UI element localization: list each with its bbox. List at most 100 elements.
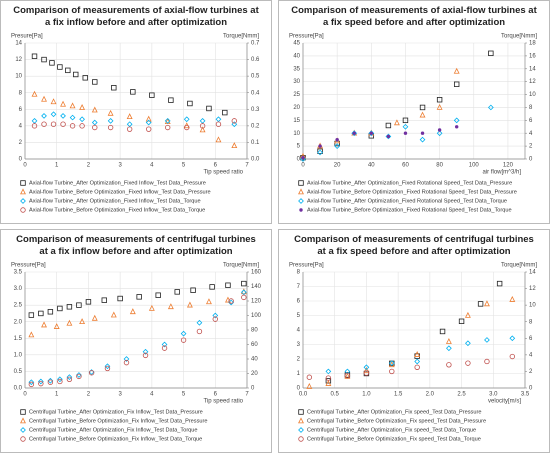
data-point [483,300,490,307]
legend-label: Axial-flow Turbine_Before Optimization_F… [29,207,205,213]
y2-tick-label: 10 [529,92,536,98]
data-point [57,376,63,383]
legend-marker [20,207,26,213]
legend-label: Axial-flow Turbine_After Optimization_Fi… [29,198,201,204]
y2-tick-label: 4 [529,131,533,137]
y2-axis-label: Torque[Nmm] [223,34,259,40]
data-point [199,126,206,133]
data-point [149,92,155,98]
chart: 0 5 10 15 20 25 30 35 40 45 0 20 40 60 80 100 120 0 2 4 6 8 10… [289,34,537,214]
data-point [368,130,375,137]
data-point [91,119,98,126]
data-point [50,121,57,127]
y-tick-label: 6 [297,299,301,305]
data-point [215,121,222,127]
x-axis-label: velocity[m/s] [488,399,521,405]
data-point [155,292,161,298]
legend-label: Centrifugal Turbine_Before Optimization_… [307,436,481,442]
data-point [386,134,391,139]
y-axis-label: Pressure[Pa] [289,34,324,40]
legend-marker [20,436,26,442]
x-axis-label: Tip speed ratio [204,170,244,176]
chart-panel: 0 5 10 15 20 25 30 35 40 45 0 20 40 60 80 100 120 0 2 4 6 8 10… [278,0,550,224]
legend-marker [20,409,26,415]
chart-title: Comparison of measurements of axial-flow… [13,5,259,28]
y2-tick-label: 120 [251,299,262,305]
data-point [82,75,88,81]
y2-tick-label: 20 [251,371,258,377]
data-point [212,312,219,319]
data-point [88,370,95,376]
data-point [325,375,332,381]
y-tick-label: 0 [297,157,301,163]
y2-tick-label: 100 [251,313,262,319]
data-point [388,360,395,367]
y-tick-label: 4 [297,328,301,334]
data-point [215,116,222,123]
legend-marker [298,180,304,186]
x-tick-label: 3.0 [489,392,498,398]
data-point [222,109,228,116]
x-tick-label: 1.5 [394,392,403,398]
data-point [130,89,136,95]
x-tick-label: 0 [23,163,27,169]
legend-label: Axial-flow Turbine_After Optimization_Fi… [307,180,512,186]
data-point [446,345,452,352]
y-tick-label: 3 [297,342,301,348]
data-point [165,124,171,131]
data-point [420,131,425,135]
y-tick-label: 2 [19,140,23,146]
data-point [325,380,332,386]
legend-label: Centrifugal Turbine_Before Optimization_… [307,418,486,424]
data-point [344,372,351,379]
y-tick-label: 1.0 [14,352,23,358]
y2-tick-label: 0 [529,157,533,163]
y2-axis-label: Torque[Nmm] [501,34,537,40]
y2-tick-label: 10 [529,303,536,309]
y2-tick-label: 6 [529,118,533,124]
data-point [484,337,490,343]
data-point [57,305,63,312]
data-point [76,373,82,380]
x-tick-label: 1 [55,163,59,169]
data-point [393,119,400,126]
data-point [317,149,323,156]
legend-marker [20,188,26,195]
data-point [419,111,426,118]
data-point [496,280,503,287]
chart: 0.00.51.01.52.02.53.03.50 1 2 3 4 5 6 702040608… [11,263,262,443]
legend-marker [20,180,26,186]
data-point [363,367,370,373]
y-tick-label: 0 [19,157,23,163]
x-tick-label: 0 [301,163,305,169]
data-point [183,116,190,123]
data-point [111,85,117,91]
data-point [38,310,44,317]
data-point [458,318,465,324]
y-tick-label: 2.0 [14,319,23,325]
y-tick-label: 4 [19,123,23,129]
data-point [445,338,452,344]
legend-label: Centrifugal Turbine_After Optimization_F… [29,427,198,433]
x-tick-label: 5 [182,392,186,398]
data-point [145,126,152,132]
data-point [85,299,92,305]
data-point [389,368,395,375]
data-point [47,379,54,385]
y-tick-label: 8 [297,270,301,276]
data-point [184,124,190,131]
data-point [126,126,133,132]
data-point [79,104,86,110]
x-tick-label: 40 [368,163,375,169]
data-point [453,67,460,74]
y2-tick-label: 16 [529,53,536,59]
data-point [161,341,168,348]
legend-label: Axial-flow Turbine_Before Optimization_F… [307,189,517,195]
y2-tick-label: 0.7 [251,41,260,47]
data-point [41,95,47,102]
legend-marker [298,436,304,442]
data-point [241,280,247,287]
x-tick-label: 4 [150,163,154,169]
y2-tick-label: 14 [529,270,536,276]
